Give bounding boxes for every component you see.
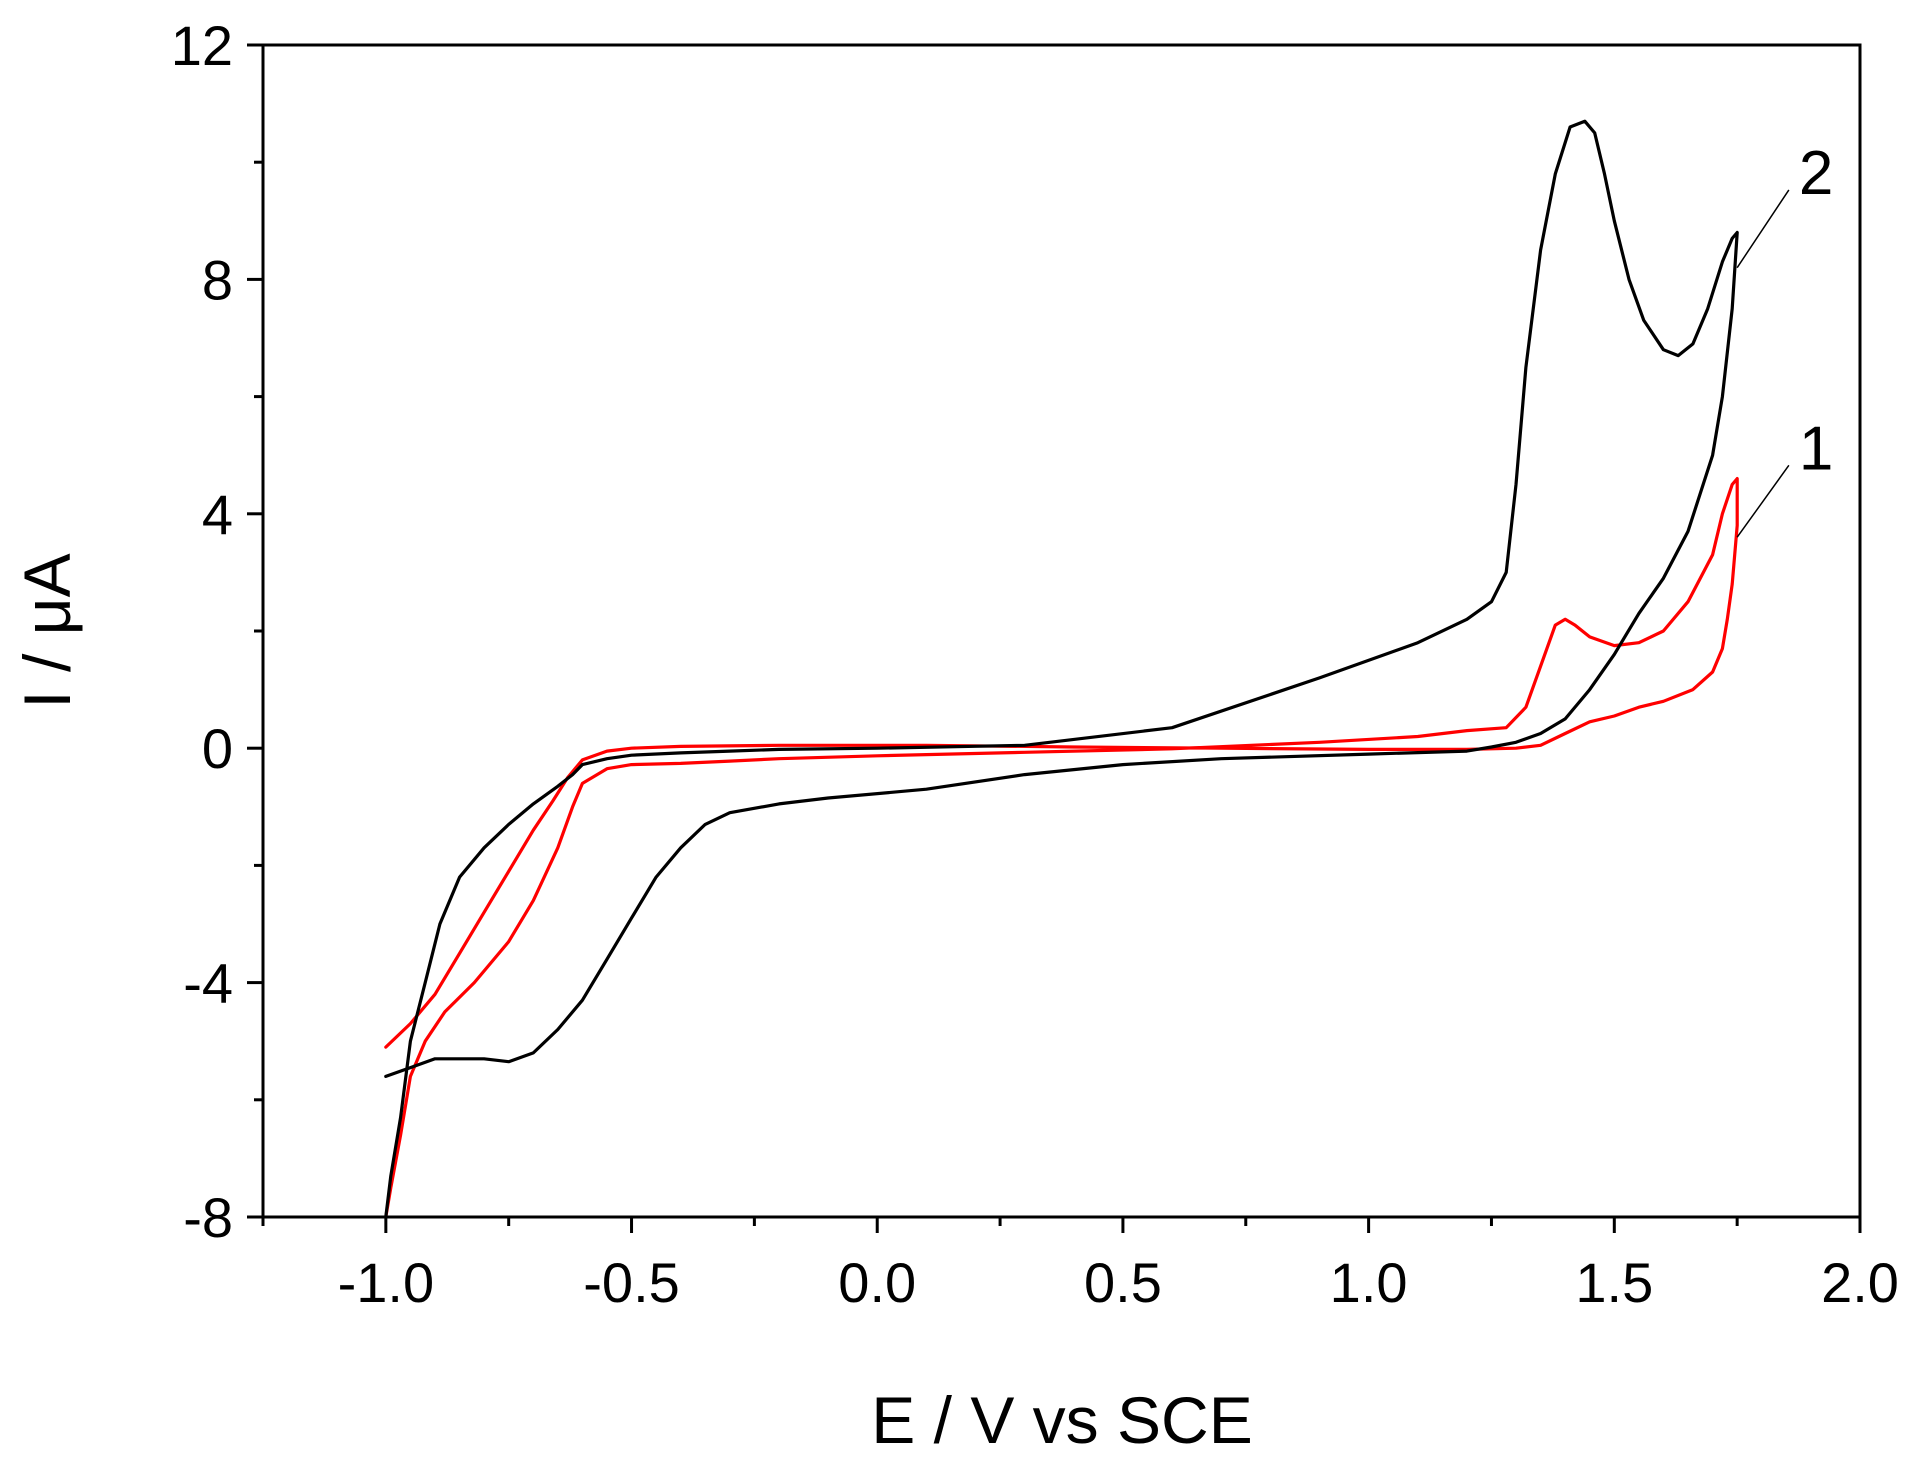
y-tick-label: 8 (202, 248, 233, 311)
x-tick-label: 1.0 (1330, 1251, 1408, 1314)
y-tick-label: 4 (202, 483, 233, 546)
series-layer (384, 119, 1739, 1217)
x-tick-label: 0.0 (838, 1251, 916, 1314)
x-tick-label: -1.0 (338, 1251, 435, 1314)
leader-layer (1736, 189, 1790, 538)
x-tick-label: 0.5 (1084, 1251, 1162, 1314)
series-1-curve (384, 477, 1739, 1217)
y-tick-label: -4 (183, 952, 233, 1015)
x-tick-label: 1.5 (1575, 1251, 1653, 1314)
y-tick-label: 12 (171, 14, 233, 77)
x-tick-label: 2.0 (1821, 1251, 1899, 1314)
y-tick-label: 0 (202, 717, 233, 780)
series-1-leader-line (1736, 464, 1790, 538)
y-tick-label: -8 (183, 1186, 233, 1249)
series-2-curve (384, 119, 1739, 1217)
y-axis-title: I / μA (10, 553, 84, 708)
x-tick-label: -0.5 (583, 1251, 680, 1314)
curve-label-layer: 12 (1799, 139, 1833, 483)
series-2-leader-line (1736, 189, 1790, 269)
series-1-label: 1 (1799, 414, 1833, 483)
x-axis-title: E / V vs SCE (871, 1383, 1252, 1457)
series-2-label: 2 (1799, 139, 1833, 208)
